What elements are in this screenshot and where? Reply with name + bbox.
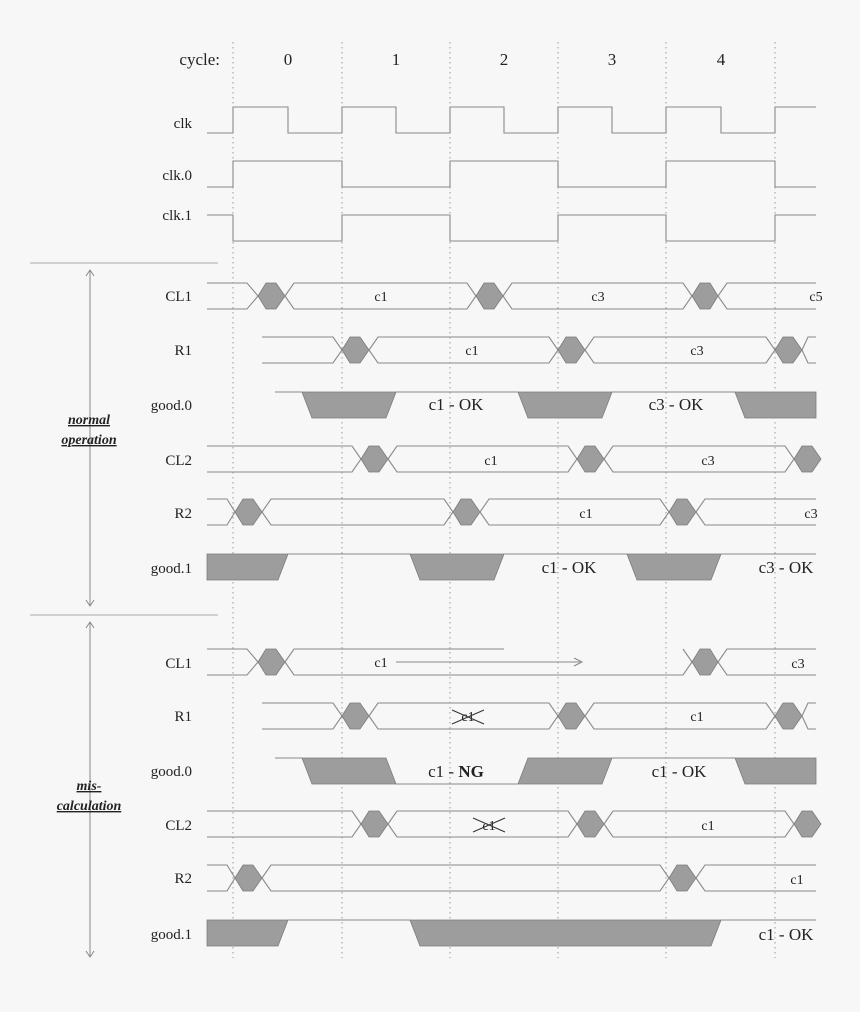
cl1-value: c1 — [374, 290, 387, 305]
clk-waveform — [207, 106, 816, 134]
good1-status: c1 - OK — [759, 925, 814, 944]
signal-label-r1: R1 — [174, 343, 192, 359]
good0-status-ng: NG — [458, 762, 484, 781]
good0-status: c3 - OK — [649, 395, 704, 414]
cycle-number: 4 — [717, 50, 726, 69]
cycle-header-label: cycle: — [179, 50, 220, 69]
cycle-header: cycle: 0 1 2 3 4 — [179, 50, 725, 69]
signal-label-cl1: CL1 — [165, 289, 192, 305]
cycle-number: 2 — [500, 50, 509, 69]
signal-label-clk: clk — [174, 116, 193, 132]
signal-label-clk1: clk.1 — [162, 208, 192, 224]
cl2-value: c1 — [484, 454, 497, 469]
section-mis-calculation: mis- calculation CL1 c1 c3 R1 — [57, 621, 822, 958]
cl1-value: c3 — [591, 290, 604, 305]
good1-waveform — [206, 919, 816, 947]
signal-label-good1: good.1 — [151, 927, 192, 943]
r2-waveform — [207, 498, 816, 526]
section-title: operation — [61, 433, 116, 448]
signal-label-good0: good.0 — [151, 764, 192, 780]
good0-waveform — [275, 757, 817, 785]
good0-waveform — [275, 391, 817, 419]
cl2-value-invalid: c1 — [482, 819, 495, 834]
r2-value: c3 — [804, 507, 817, 522]
good1-status: c1 - OK — [542, 558, 597, 577]
cl1-value: c1 — [374, 656, 387, 671]
signal-label-cl2: CL2 — [165, 453, 192, 469]
signal-label-r1: R1 — [174, 709, 192, 725]
hold-arrow-head — [573, 657, 584, 667]
section-normal-operation: normal operation CL1 c1 c3 c5 R1 — [61, 269, 823, 607]
r1-value: c1 — [690, 710, 703, 725]
signal-label-clk0: clk.0 — [162, 168, 192, 184]
good1-status: c3 - OK — [759, 558, 814, 577]
cl2-waveform — [207, 445, 822, 473]
cycle-number: 1 — [392, 50, 401, 69]
cl2-waveform — [207, 810, 822, 838]
r1-waveform — [262, 702, 816, 730]
signal-label-good0: good.0 — [151, 398, 192, 414]
signal-label-cl2: CL2 — [165, 818, 192, 834]
signal-label-good1: good.1 — [151, 561, 192, 577]
good0-status: c1 - NG — [428, 762, 484, 781]
strike-mark-icon — [451, 709, 485, 725]
cl1-value: c3 — [791, 657, 804, 672]
clk1-waveform — [207, 214, 816, 242]
r2-value: c1 — [579, 507, 592, 522]
r2-waveform — [207, 864, 816, 892]
cl2-value: c1 — [701, 819, 714, 834]
section-axis — [85, 269, 95, 607]
good0-status: c1 - OK — [652, 762, 707, 781]
good0-status: c1 - OK — [429, 395, 484, 414]
r1-value: c3 — [690, 344, 703, 359]
section-title: calculation — [57, 799, 122, 814]
strike-mark-icon — [472, 817, 506, 833]
cycle-number: 3 — [608, 50, 617, 69]
cl2-value: c3 — [701, 454, 714, 469]
good1-waveform — [206, 553, 816, 581]
cl1-value: c5 — [809, 290, 822, 305]
signal-label-cl1: CL1 — [165, 656, 192, 672]
cycle-number: 0 — [284, 50, 293, 69]
clock-signals: clk clk.0 clk.1 — [162, 106, 816, 242]
cl1-waveform — [207, 648, 816, 676]
signal-label-r2: R2 — [174, 871, 192, 887]
section-axis — [85, 621, 95, 958]
clk0-waveform — [207, 160, 816, 188]
good0-status-prefix: c1 - — [428, 762, 458, 781]
cycle-grid — [232, 42, 776, 958]
cl1-waveform — [207, 282, 816, 310]
r1-waveform — [262, 336, 816, 364]
r1-value: c1 — [465, 344, 478, 359]
r2-value: c1 — [790, 873, 803, 888]
section-title: normal — [68, 413, 110, 428]
section-title: mis- — [77, 779, 102, 794]
signal-label-r2: R2 — [174, 506, 192, 522]
